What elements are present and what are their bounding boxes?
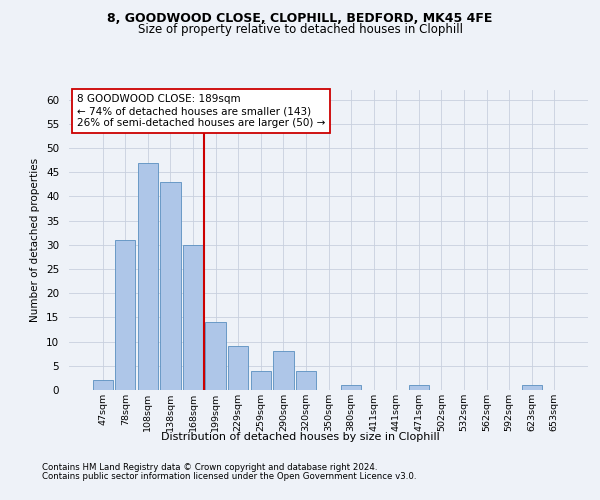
Bar (296, 370, 316, 390)
Bar (409, 385, 429, 390)
Bar (228, 346, 248, 390)
Text: Contains public sector information licensed under the Open Government Licence v3: Contains public sector information licen… (42, 472, 416, 481)
Bar (521, 385, 542, 390)
Y-axis label: Number of detached properties: Number of detached properties (31, 158, 40, 322)
Text: Contains HM Land Registry data © Crown copyright and database right 2024.: Contains HM Land Registry data © Crown c… (42, 464, 377, 472)
Text: Size of property relative to detached houses in Clophill: Size of property relative to detached ho… (137, 22, 463, 36)
Bar (115, 240, 136, 390)
Text: Distribution of detached houses by size in Clophill: Distribution of detached houses by size … (161, 432, 439, 442)
Bar (205, 322, 226, 390)
Bar (251, 370, 271, 390)
Bar (341, 385, 361, 390)
Bar (138, 162, 158, 390)
Bar (183, 245, 203, 390)
Bar (160, 182, 181, 390)
Bar (273, 352, 293, 390)
Text: 8, GOODWOOD CLOSE, CLOPHILL, BEDFORD, MK45 4FE: 8, GOODWOOD CLOSE, CLOPHILL, BEDFORD, MK… (107, 12, 493, 26)
Bar (92, 380, 113, 390)
Text: 8 GOODWOOD CLOSE: 189sqm
← 74% of detached houses are smaller (143)
26% of semi-: 8 GOODWOOD CLOSE: 189sqm ← 74% of detach… (77, 94, 325, 128)
